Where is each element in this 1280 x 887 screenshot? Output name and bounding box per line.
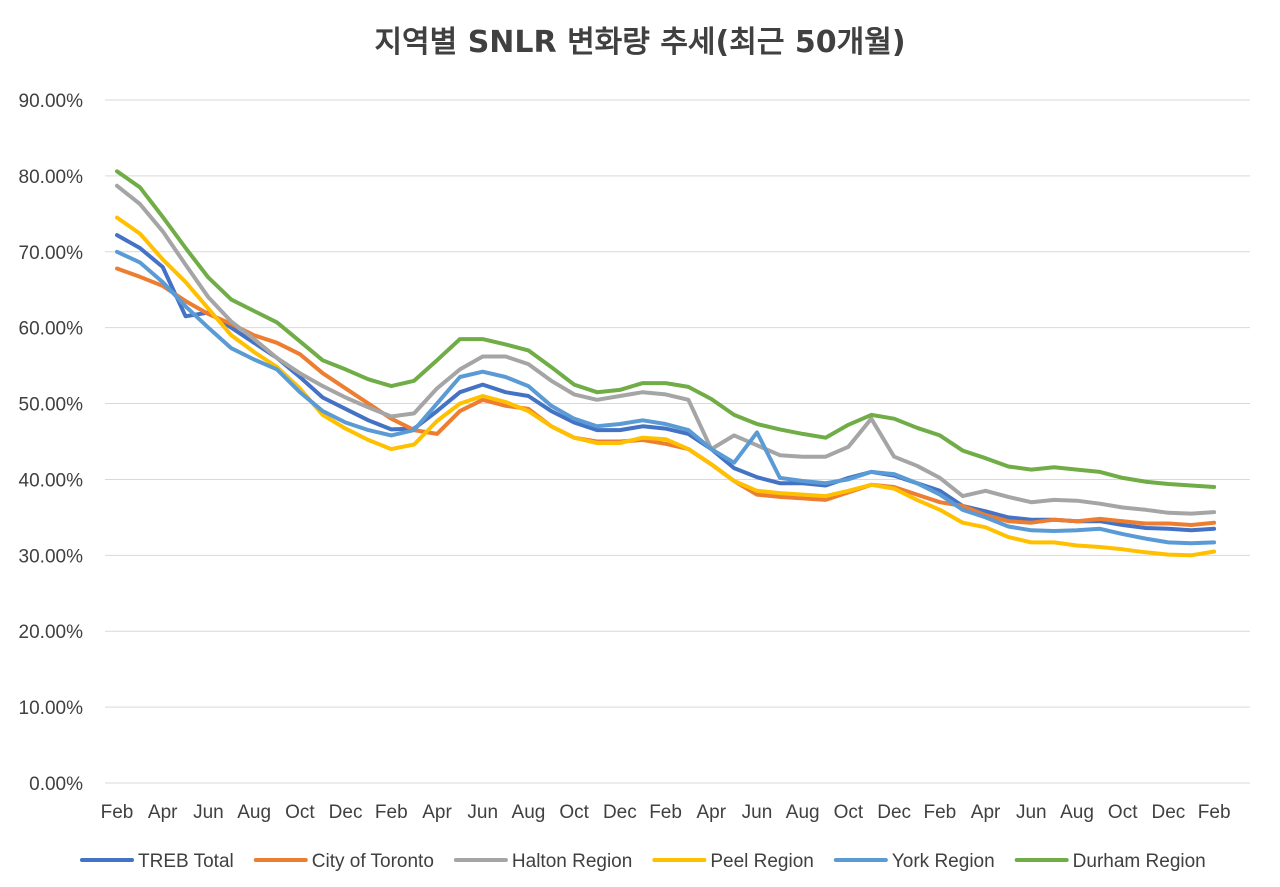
y-tick-label: 80.00% <box>19 167 84 188</box>
series-line-city-of-toronto <box>115 266 1217 527</box>
x-tick-label: Aug <box>512 802 546 823</box>
legend-item: Halton Region <box>453 851 632 872</box>
series-line-treb-total <box>115 233 1217 533</box>
series-line-halton-region <box>115 183 1217 516</box>
x-tick-label: Oct <box>834 802 864 823</box>
x-axis-ticks: Feb Apr Jun Aug Oct Dec Feb Apr Jun Aug Oct Dec Feb A… <box>101 802 1231 823</box>
x-tick-label: Dec <box>329 802 363 823</box>
legend-item: York Region <box>833 851 995 872</box>
x-tick-label: Aug <box>786 802 820 823</box>
legend-item: TREB Total <box>80 851 234 872</box>
legend-item: Durham Region <box>1014 851 1206 872</box>
legend-label: City of Toronto <box>312 851 434 872</box>
x-tick-label: Apr <box>148 802 178 823</box>
x-tick-label: Apr <box>971 802 1001 823</box>
x-tick-label: Jun <box>742 802 773 823</box>
y-tick-label: 70.00% <box>19 243 84 264</box>
series-line-peel-region <box>115 215 1217 558</box>
y-tick-label: 60.00% <box>19 319 84 340</box>
x-tick-label: Feb <box>1198 802 1231 823</box>
legend-label: Halton Region <box>512 851 632 872</box>
x-tick-label: Feb <box>101 802 134 823</box>
legend-label: Durham Region <box>1073 851 1206 872</box>
x-tick-label: Feb <box>375 802 408 823</box>
x-tick-label: Oct <box>559 802 589 823</box>
x-tick-label: Oct <box>285 802 315 823</box>
series-lines <box>115 169 1217 558</box>
y-tick-label: 50.00% <box>19 395 84 416</box>
series-line-durham-region <box>115 169 1217 489</box>
y-tick-label: 40.00% <box>19 470 84 491</box>
legend-item: City of Toronto <box>253 851 434 872</box>
y-axis-ticks: 0.00% 10.00% 20.00% 30.00% 40.00% 50.00% 60.00… <box>19 91 84 795</box>
x-tick-label: Dec <box>603 802 637 823</box>
x-tick-label: Jun <box>193 802 224 823</box>
x-tick-label: Feb <box>923 802 956 823</box>
x-tick-label: Feb <box>649 802 682 823</box>
x-tick-label: Apr <box>422 802 452 823</box>
x-tick-label: Aug <box>237 802 271 823</box>
x-tick-label: Jun <box>1016 802 1047 823</box>
y-tick-label: 20.00% <box>19 622 84 643</box>
y-tick-label: 10.00% <box>19 698 84 719</box>
legend-label: TREB Total <box>138 851 234 872</box>
y-tick-label: 30.00% <box>19 546 84 567</box>
x-tick-label: Dec <box>877 802 911 823</box>
legend-item: Peel Region <box>652 851 814 872</box>
legend-label: Peel Region <box>710 851 814 872</box>
x-tick-label: Apr <box>696 802 726 823</box>
y-tick-label: 90.00% <box>19 91 84 112</box>
gridlines <box>105 99 1250 784</box>
x-tick-label: Jun <box>467 802 498 823</box>
series-line-york-region <box>115 249 1217 546</box>
x-tick-label: Oct <box>1108 802 1138 823</box>
legend-label: York Region <box>892 851 995 872</box>
chart-title: 지역별 SNLR 변화량 추세(최근 50개월) <box>374 25 905 60</box>
y-tick-label: 0.00% <box>29 774 83 795</box>
x-tick-label: Dec <box>1152 802 1186 823</box>
legend: TREB Total City of Toronto Halton Region Pe… <box>80 851 1206 872</box>
x-tick-label: Aug <box>1060 802 1094 823</box>
